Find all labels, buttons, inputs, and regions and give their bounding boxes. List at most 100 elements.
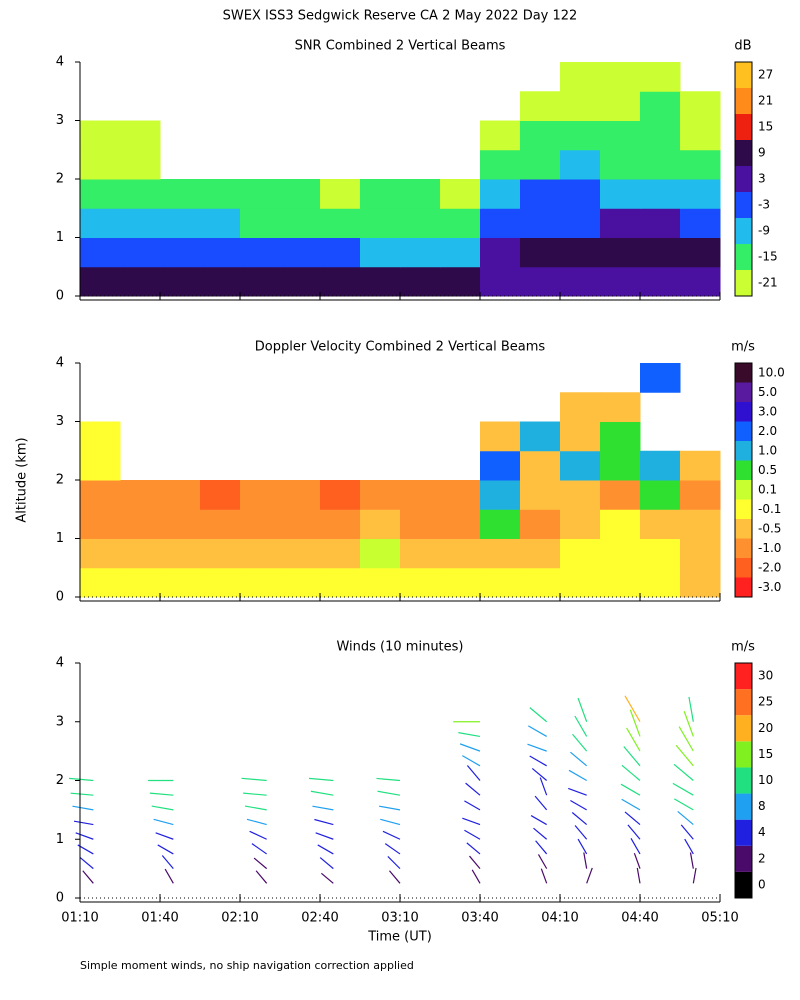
wind-barb: [241, 777, 267, 782]
heat-cell: [80, 149, 121, 180]
heat-cell: [440, 179, 481, 209]
wind-barb: [583, 852, 588, 869]
colorbar-unit: m/s: [731, 640, 755, 655]
wind-barb: [571, 812, 588, 826]
heat-cell: [80, 179, 121, 209]
wind-barb: [466, 765, 481, 781]
colorbar-band: [735, 244, 752, 270]
heat-cell: [520, 421, 561, 452]
heat-cell: [640, 120, 681, 151]
y-tick-label: 4: [56, 356, 64, 371]
heat-cell: [160, 538, 201, 569]
heat-cell: [480, 179, 521, 209]
heat-cell: [600, 208, 641, 238]
heat-cell: [280, 567, 321, 598]
heat-cell: [640, 179, 681, 209]
x-tick-label: 01:10: [61, 911, 98, 926]
wind-barb: [535, 840, 548, 855]
colorbar-band: [735, 577, 752, 597]
colorbar-label: 2: [758, 851, 766, 865]
colorbar-label: 21: [758, 94, 773, 108]
heat-cell: [320, 480, 361, 510]
colorbar-band: [735, 402, 752, 422]
heat-cell: [240, 237, 281, 268]
heat-cell: [600, 266, 641, 297]
heat-cell: [400, 266, 441, 297]
heat-cell: [600, 149, 641, 180]
heat-cell: [480, 480, 521, 510]
colorbar-band: [735, 88, 752, 114]
heat-cell: [560, 179, 601, 209]
colorbar-label: 10: [758, 773, 773, 787]
wind-barb: [468, 855, 481, 870]
heat-cell: [240, 266, 281, 297]
heat-cell: [600, 237, 641, 268]
wind-barb: [620, 783, 641, 796]
heat-cell: [120, 538, 161, 569]
colorbar-band: [735, 689, 752, 716]
wind-barb: [528, 725, 547, 737]
wind-barb: [689, 852, 694, 869]
wind-barb: [251, 843, 268, 855]
y-tick-label: 2: [56, 473, 64, 488]
heat-cell: [80, 421, 121, 452]
wind-barb: [471, 869, 481, 884]
heat-cell: [400, 480, 441, 510]
panel-title: SNR Combined 2 Vertical Beams: [295, 39, 506, 54]
wind-barb: [466, 842, 481, 855]
colorbar-label: -0.5: [758, 521, 781, 535]
heat-cell: [680, 266, 721, 297]
heat-cell: [560, 120, 601, 151]
colorbar-label: 0.1: [758, 482, 777, 496]
wind-barb: [633, 853, 641, 869]
heat-cell: [560, 450, 601, 481]
y-tick-label: 3: [56, 714, 64, 729]
wind-barb: [388, 870, 401, 884]
heat-cell: [560, 421, 601, 452]
heat-cell: [80, 120, 121, 151]
heat-cell: [640, 149, 681, 180]
heat-cell: [280, 179, 321, 209]
heat-cell: [120, 480, 161, 510]
colorbar-frame: [734, 362, 753, 598]
colorbar-band: [735, 270, 752, 296]
colorbar-label: 1.0: [758, 443, 777, 457]
heat-cell: [160, 179, 201, 209]
wind-barb: [623, 746, 641, 767]
wind-barb: [382, 830, 401, 840]
heat-cell: [640, 567, 681, 598]
x-axis-label: Time (UT): [367, 930, 432, 945]
heat-cell: [560, 567, 601, 598]
colorbar-band: [735, 538, 752, 558]
heat-cell: [520, 237, 561, 268]
heat-cell: [120, 149, 161, 180]
wind-barb: [627, 824, 641, 840]
wind-barb: [529, 707, 548, 723]
heat-cell: [80, 450, 121, 481]
wind-barb: [677, 810, 694, 826]
heat-cell: [80, 480, 121, 510]
heat-cell: [280, 480, 321, 510]
heat-cell: [80, 208, 121, 238]
heat-cell: [480, 149, 521, 180]
heat-cell: [520, 91, 561, 121]
colorbar-band: [735, 382, 752, 402]
heat-cell: [560, 538, 601, 569]
wind-barb: [244, 805, 267, 811]
heat-cell: [320, 567, 361, 598]
heat-cell: [560, 509, 601, 539]
colorbar-label: 15: [758, 747, 773, 761]
heat-cell: [520, 120, 561, 151]
heat-cell: [480, 421, 521, 452]
wind-barb: [673, 798, 694, 811]
heat-cell: [640, 509, 681, 539]
heat-cell: [440, 480, 481, 510]
heat-cell: [520, 179, 561, 209]
wind-barb: [312, 805, 334, 811]
heat-cell: [80, 538, 121, 569]
wind-barb: [464, 829, 481, 840]
wind-barb: [68, 777, 94, 782]
heat-cell: [640, 266, 681, 297]
wind-barb: [675, 744, 694, 767]
heat-cell: [320, 509, 361, 539]
